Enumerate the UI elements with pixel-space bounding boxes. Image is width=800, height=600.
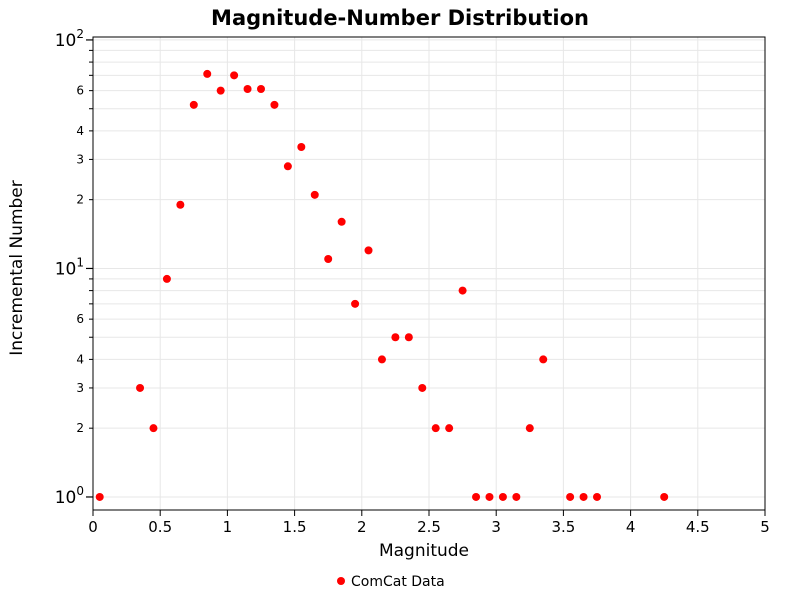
data-point [310, 190, 319, 199]
data-point [431, 424, 440, 433]
data-point [593, 492, 601, 501]
data-point [136, 383, 145, 392]
data-point [257, 84, 265, 93]
data-point [445, 424, 454, 433]
data-point [149, 424, 158, 433]
data-point [525, 424, 534, 433]
data-point [418, 383, 427, 392]
data-point [176, 200, 185, 209]
data-point [162, 274, 171, 283]
y-axis-label: Incremental Number [7, 180, 27, 356]
data-point [498, 492, 507, 501]
x-tick-label: 2 [357, 518, 367, 536]
data-point [216, 86, 225, 95]
x-tick-label: 0.5 [148, 518, 172, 536]
data-point [230, 71, 239, 80]
x-tick-label: 2.5 [417, 518, 441, 536]
y-minor-tick-label: 6 [76, 312, 84, 326]
x-tick-label: 3 [491, 518, 501, 536]
x-tick-label: 1.5 [283, 518, 307, 536]
data-point [660, 492, 669, 501]
y-minor-tick-label: 2 [76, 421, 84, 435]
plot-area: 0 0.5 1 1.5 2 2.5 3 3.5 4 4.5 5 2 3 4 6 2 3 4 6 100 101 102 [55, 27, 770, 536]
data-point [485, 492, 494, 501]
data-point [472, 492, 481, 501]
data-point [458, 286, 467, 295]
y-minor-tick-label: 6 [76, 84, 84, 98]
data-point [95, 492, 104, 501]
legend-marker-icon [337, 577, 345, 585]
chart-title: Magnitude-Number Distribution [211, 6, 589, 30]
y-major-tick-label: 100 [55, 484, 84, 508]
x-tick-label: 0 [88, 518, 98, 536]
data-point [377, 355, 386, 364]
y-major-tick-label: 102 [55, 27, 84, 51]
x-tick-label: 1 [223, 518, 233, 536]
data-point [283, 162, 292, 171]
y-minor-tick-label: 2 [76, 193, 84, 207]
x-tick-label: 4.5 [686, 518, 710, 536]
data-point [566, 492, 575, 501]
data-point [539, 355, 548, 364]
y-major-tick-label: 101 [55, 255, 84, 279]
y-minor-tick-label: 4 [76, 352, 84, 366]
y-minor-tick-label: 3 [76, 152, 84, 166]
legend: ComCat Data [337, 574, 445, 590]
data-point [189, 100, 198, 109]
x-tick-label: 4 [626, 518, 636, 536]
data-point [351, 299, 360, 308]
data-point [512, 492, 521, 501]
data-point [391, 333, 400, 342]
data-point [297, 143, 306, 152]
x-tick-label: 3.5 [551, 518, 575, 536]
data-point [324, 254, 333, 263]
x-tick-label: 5 [760, 518, 770, 536]
y-minor-tick-label: 3 [76, 381, 84, 395]
data-point [364, 246, 373, 255]
data-point [243, 84, 252, 93]
legend-label: ComCat Data [351, 574, 445, 590]
data-point [337, 217, 346, 226]
data-point [203, 69, 212, 78]
data-point [404, 333, 413, 342]
data-point [579, 492, 588, 501]
data-point [270, 100, 279, 109]
y-minor-tick-label: 4 [76, 124, 84, 138]
x-axis-label: Magnitude [379, 541, 469, 561]
